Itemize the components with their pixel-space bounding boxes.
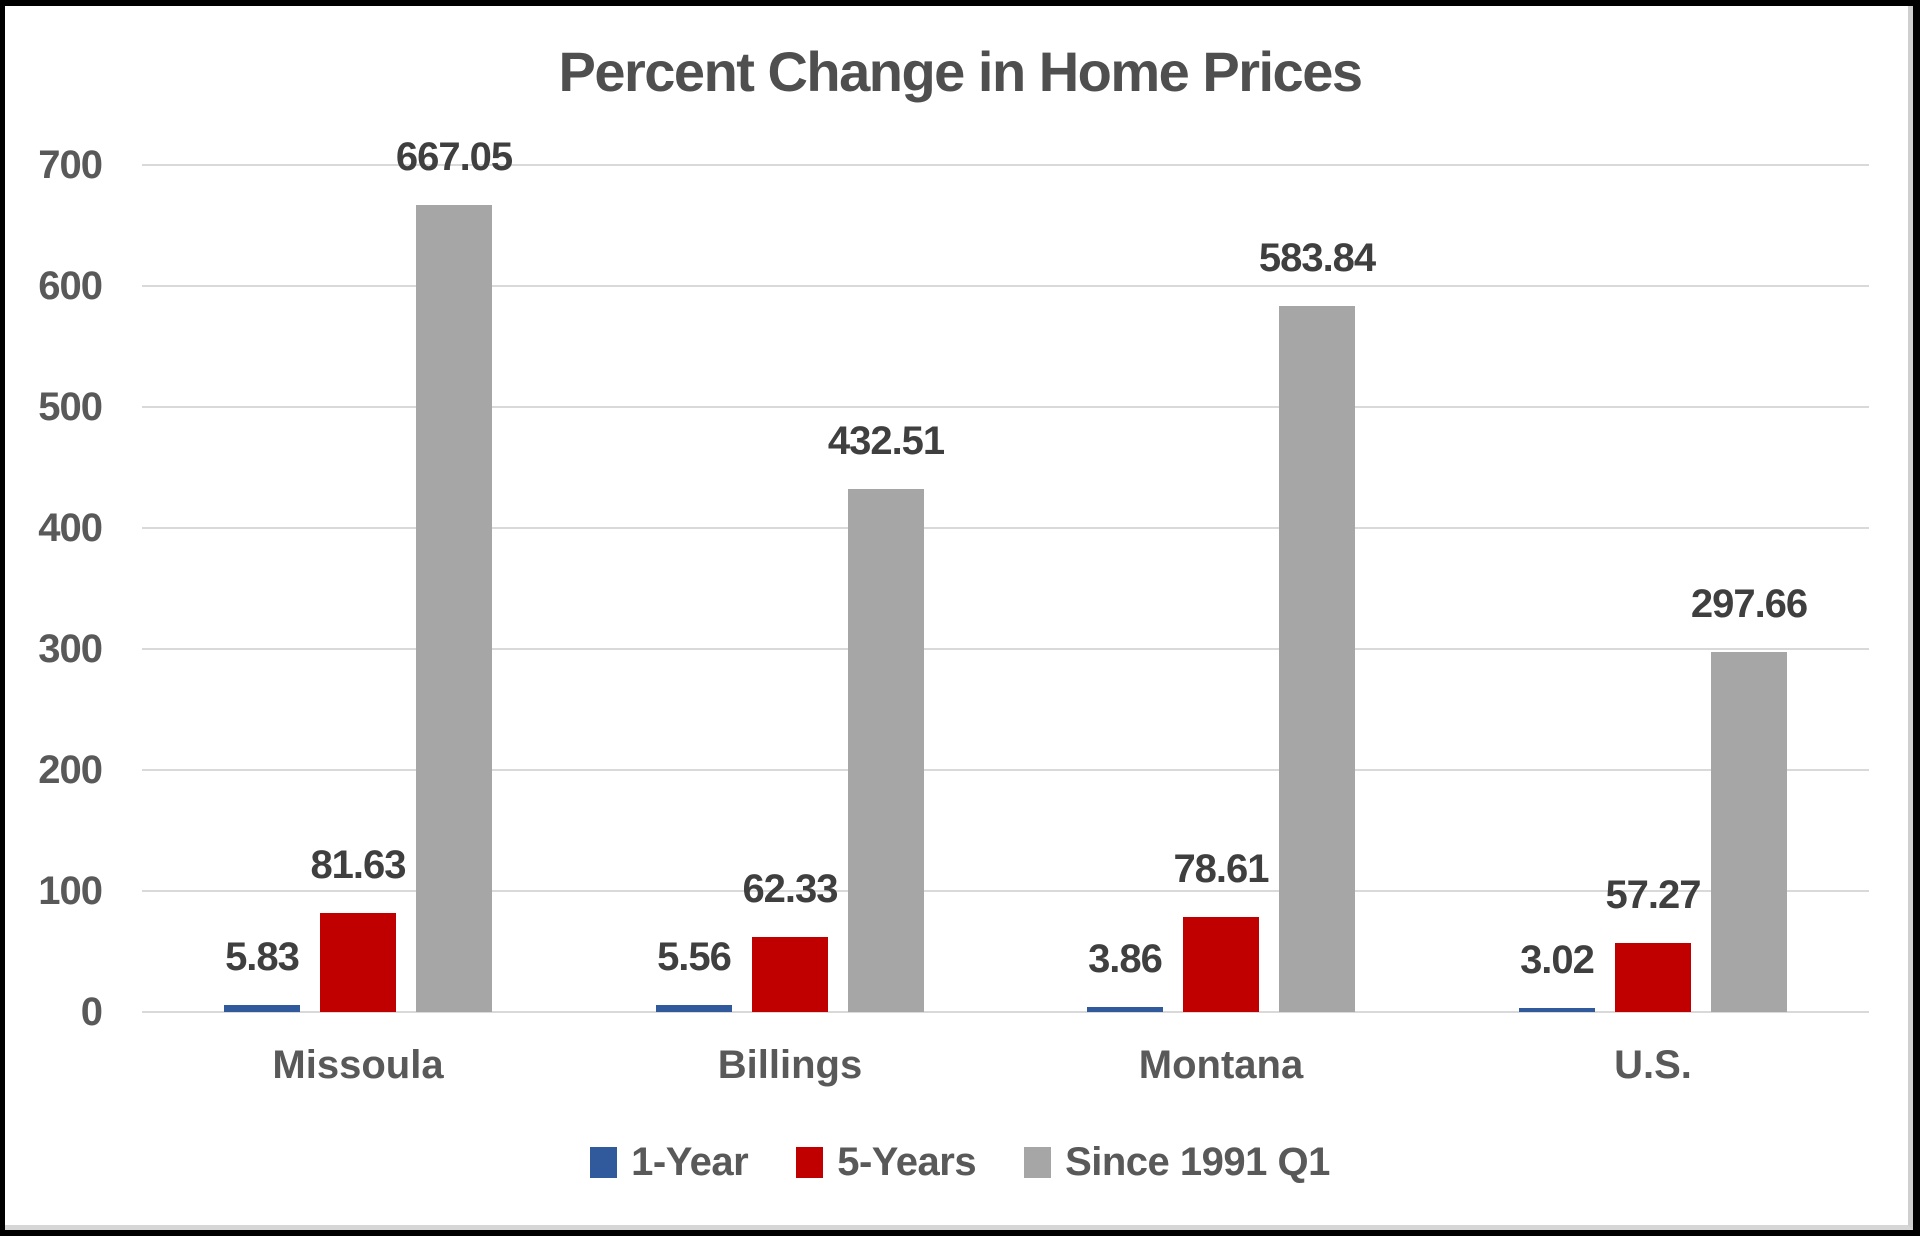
bar-since-1991-q1-montana xyxy=(1279,306,1355,1012)
bar-1-year-missoula xyxy=(224,1005,300,1012)
value-label-5-years-billings: 62.33 xyxy=(742,867,838,911)
bar-5-years-montana xyxy=(1183,917,1259,1012)
bar-since-1991-q1-u-s xyxy=(1711,652,1787,1012)
bar-1-year-u-s xyxy=(1519,1008,1595,1012)
value-label-5-years-missoula: 81.63 xyxy=(310,843,406,887)
legend-label-5-years: 5-Years xyxy=(837,1140,977,1184)
legend-swatch-1-year-icon xyxy=(590,1146,618,1178)
legend-swatch-since-1991-q1-icon xyxy=(1024,1146,1052,1178)
category-label-us: U.S. xyxy=(1614,1043,1692,1087)
bar-1-year-montana xyxy=(1087,1007,1163,1012)
value-label-1-year-montana: 3.86 xyxy=(1088,937,1163,981)
y-tick-label-500: 500 xyxy=(38,385,103,429)
category-label-billings: Billings xyxy=(717,1043,863,1087)
legend-label-since-1991-q1: Since 1991 Q1 xyxy=(1065,1140,1330,1184)
bar-since-1991-q1-billings xyxy=(848,489,924,1012)
legend-swatch-5-years-icon xyxy=(796,1146,824,1178)
chart-canvas xyxy=(5,6,1913,1230)
legend-item-since-1991-q1: Since 1991 Q1 xyxy=(1024,1140,1330,1184)
legend-item-5-years: 5-Years xyxy=(796,1140,977,1184)
gridline-300 xyxy=(142,648,1869,650)
value-label-1-year-billings: 5.56 xyxy=(657,935,732,979)
gridline-700 xyxy=(142,164,1869,166)
bar-5-years-u-s xyxy=(1615,943,1691,1012)
category-label-montana: Montana xyxy=(1138,1043,1304,1087)
bar-since-1991-q1-missoula xyxy=(416,205,492,1012)
value-label-since-1991-q1-missoula: 667.05 xyxy=(395,135,513,179)
chart-title: Percent Change in Home Prices xyxy=(558,40,1363,103)
y-tick-label-100: 100 xyxy=(38,869,103,913)
y-tick-label-400: 400 xyxy=(38,506,103,550)
gridline-0 xyxy=(142,1011,1869,1013)
y-tick-label-300: 300 xyxy=(38,627,103,671)
gridline-400 xyxy=(142,527,1869,529)
legend-item-1-year: 1-Year xyxy=(590,1140,749,1184)
legend: 1-Year 5-Years Since 1991 Q1 xyxy=(0,1140,1920,1184)
gridline-600 xyxy=(142,285,1869,287)
bar-5-years-billings xyxy=(752,937,828,1012)
legend-label-1-year: 1-Year xyxy=(631,1140,749,1184)
value-label-5-years-u-s: 57.27 xyxy=(1605,873,1701,917)
value-label-5-years-montana: 78.61 xyxy=(1173,847,1269,891)
gridline-200 xyxy=(142,769,1869,771)
y-tick-label-200: 200 xyxy=(38,748,103,792)
bar-1-year-billings xyxy=(656,1005,732,1012)
value-label-since-1991-q1-billings: 432.51 xyxy=(827,419,945,463)
value-label-1-year-missoula: 5.83 xyxy=(225,935,300,979)
y-tick-label-0: 0 xyxy=(80,990,103,1034)
gridline-500 xyxy=(142,406,1869,408)
y-tick-label-700: 700 xyxy=(38,143,103,187)
y-tick-label-600: 600 xyxy=(38,264,103,308)
category-label-missoula: Missoula xyxy=(272,1043,444,1087)
value-label-1-year-u-s: 3.02 xyxy=(1520,938,1595,982)
bar-5-years-missoula xyxy=(320,913,396,1012)
gridline-100 xyxy=(142,890,1869,892)
value-label-since-1991-q1-u-s: 297.66 xyxy=(1690,582,1808,626)
value-label-since-1991-q1-montana: 583.84 xyxy=(1258,236,1376,280)
